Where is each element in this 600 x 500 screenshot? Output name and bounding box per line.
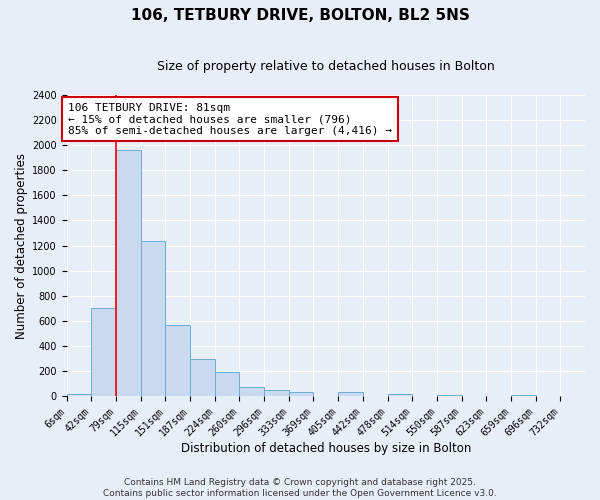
Bar xyxy=(388,394,412,396)
Bar xyxy=(140,240,166,396)
Bar xyxy=(166,324,190,396)
X-axis label: Distribution of detached houses by size in Bolton: Distribution of detached houses by size … xyxy=(181,442,471,455)
Text: 106 TETBURY DRIVE: 81sqm
← 15% of detached houses are smaller (796)
85% of semi-: 106 TETBURY DRIVE: 81sqm ← 15% of detach… xyxy=(68,102,392,136)
Text: Contains HM Land Registry data © Crown copyright and database right 2025.
Contai: Contains HM Land Registry data © Crown c… xyxy=(103,478,497,498)
Bar xyxy=(67,394,91,396)
Bar xyxy=(215,372,239,396)
Bar xyxy=(116,150,140,396)
Bar xyxy=(91,308,116,396)
Bar xyxy=(190,359,215,396)
Bar xyxy=(338,392,363,396)
Text: 106, TETBURY DRIVE, BOLTON, BL2 5NS: 106, TETBURY DRIVE, BOLTON, BL2 5NS xyxy=(131,8,469,22)
Bar xyxy=(437,395,461,396)
Bar xyxy=(289,392,313,396)
Bar xyxy=(239,386,264,396)
Bar xyxy=(264,390,289,396)
Title: Size of property relative to detached houses in Bolton: Size of property relative to detached ho… xyxy=(157,60,494,73)
Y-axis label: Number of detached properties: Number of detached properties xyxy=(15,152,28,338)
